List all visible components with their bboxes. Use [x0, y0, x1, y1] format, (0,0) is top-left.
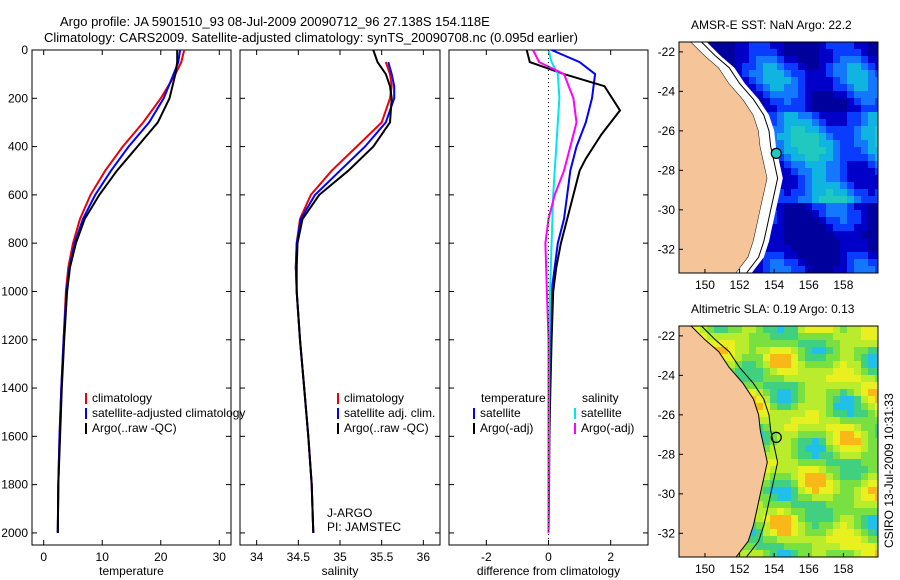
map-frame — [678, 325, 879, 558]
map-x-tick-label: 156 — [799, 562, 819, 576]
salinity-legend-label: climatology — [344, 391, 404, 405]
x-tick-label: 34 — [250, 550, 264, 564]
x-tick-label: 20 — [154, 550, 168, 564]
sla-map — [678, 325, 879, 558]
y-tick-label: 1400 — [1, 381, 28, 395]
map-x-tick-label: 156 — [799, 278, 819, 292]
difference-legend-salinity-label: satellite — [581, 406, 622, 420]
series-line-3-2 — [525, 49, 622, 533]
y-tick-label: 1200 — [1, 333, 28, 347]
map-x-tick-label: 158 — [833, 562, 853, 576]
figure-title-line2: Climatology: CARS2009. Satellite-adjuste… — [44, 30, 579, 45]
difference-legend-temperature-label: Argo(-adj) — [480, 421, 533, 435]
map-y-tick-label: -32 — [658, 242, 676, 256]
x-tick-label: 10 — [96, 550, 110, 564]
argo-position-marker — [770, 147, 782, 159]
map-x-tick-label: 158 — [833, 278, 853, 292]
map-y-tick-label: -22 — [658, 329, 676, 343]
map-y-tick-label: -32 — [658, 526, 676, 540]
map-y-tick-label: -22 — [658, 45, 676, 59]
map-y-tick-label: -28 — [658, 163, 676, 177]
temperature-legend-label: Argo(..raw -QC) — [92, 421, 177, 435]
difference-legend-temperature-label: satellite — [480, 406, 521, 420]
figure-title-line1: Argo profile: JA 5901510_93 08-Jul-2009 … — [60, 14, 490, 29]
map-y-tick-label: -26 — [658, 408, 676, 422]
x-tick-label: -2 — [481, 550, 492, 564]
x-axis-label: salinity — [322, 564, 359, 578]
x-axis-label: difference from climatology — [477, 564, 620, 578]
map-y-tick-label: -26 — [658, 124, 676, 138]
x-tick-label: 36 — [417, 550, 431, 564]
x-axis-label: temperature — [99, 564, 164, 578]
y-tick-label: 0 — [21, 43, 28, 57]
isobath-line — [701, 326, 779, 557]
map-x-tick-label: 154 — [764, 278, 784, 292]
institution-annotation: J-ARGO — [327, 506, 372, 520]
y-tick-label: 1600 — [1, 429, 28, 443]
series-line-3-4 — [532, 49, 578, 533]
x-tick-label: 35.5 — [370, 550, 394, 564]
map-frame — [678, 41, 879, 274]
difference-legend-salinity-label: Argo(-adj) — [581, 421, 634, 435]
profile-panel-2-frame — [239, 49, 441, 546]
sst-map — [678, 41, 879, 274]
land-mass — [679, 326, 768, 557]
y-tick-label: 2000 — [1, 526, 28, 540]
difference-legend-heading: salinity — [582, 391, 619, 405]
temperature-legend-label: climatology — [92, 391, 152, 405]
y-tick-label: 200 — [8, 91, 28, 105]
map-x-tick-label: 150 — [695, 278, 715, 292]
x-tick-label: 35 — [333, 550, 347, 564]
salinity-legend-label: satellite adj. clim. — [344, 406, 435, 420]
x-tick-label: 0 — [40, 550, 47, 564]
x-tick-label: 2 — [607, 550, 614, 564]
x-tick-label: 34.5 — [287, 550, 311, 564]
map-y-tick-label: -24 — [658, 368, 676, 382]
y-tick-label: 400 — [8, 140, 28, 154]
map-x-tick-label: 154 — [764, 562, 784, 576]
y-tick-label: 1800 — [1, 478, 28, 492]
temperature-legend-label: satellite-adjusted climatology — [92, 406, 245, 420]
map-x-tick-label: 152 — [730, 278, 750, 292]
sst-map-title: AMSR-E SST: NaN Argo: 22.2 — [691, 18, 852, 32]
map-y-tick-label: -24 — [658, 84, 676, 98]
map-y-tick-label: -30 — [658, 203, 676, 217]
y-tick-label: 1000 — [1, 284, 28, 298]
map-y-tick-label: -30 — [658, 487, 676, 501]
x-tick-label: 30 — [213, 550, 227, 564]
salinity-legend-label: Argo(..raw -QC) — [344, 421, 429, 435]
y-tick-label: 800 — [8, 236, 28, 250]
sla-map-title: Altimetric SLA: 0.19 Argo: 0.13 — [691, 302, 855, 316]
y-tick-label: 600 — [8, 188, 28, 202]
series-line-2-3 — [295, 49, 393, 533]
argo-position-marker — [770, 431, 782, 443]
map-y-tick-label: -28 — [658, 447, 676, 461]
x-tick-label: 0 — [545, 550, 552, 564]
series-line-1-3 — [56, 50, 179, 533]
institution-annotation: PI: JAMSTEC — [327, 520, 401, 534]
profile-panel-1-frame — [31, 49, 232, 546]
map-x-tick-label: 150 — [695, 562, 715, 576]
no-data-band — [691, 42, 783, 273]
map-x-tick-label: 152 — [730, 562, 750, 576]
difference-legend-heading: temperature — [481, 391, 546, 405]
